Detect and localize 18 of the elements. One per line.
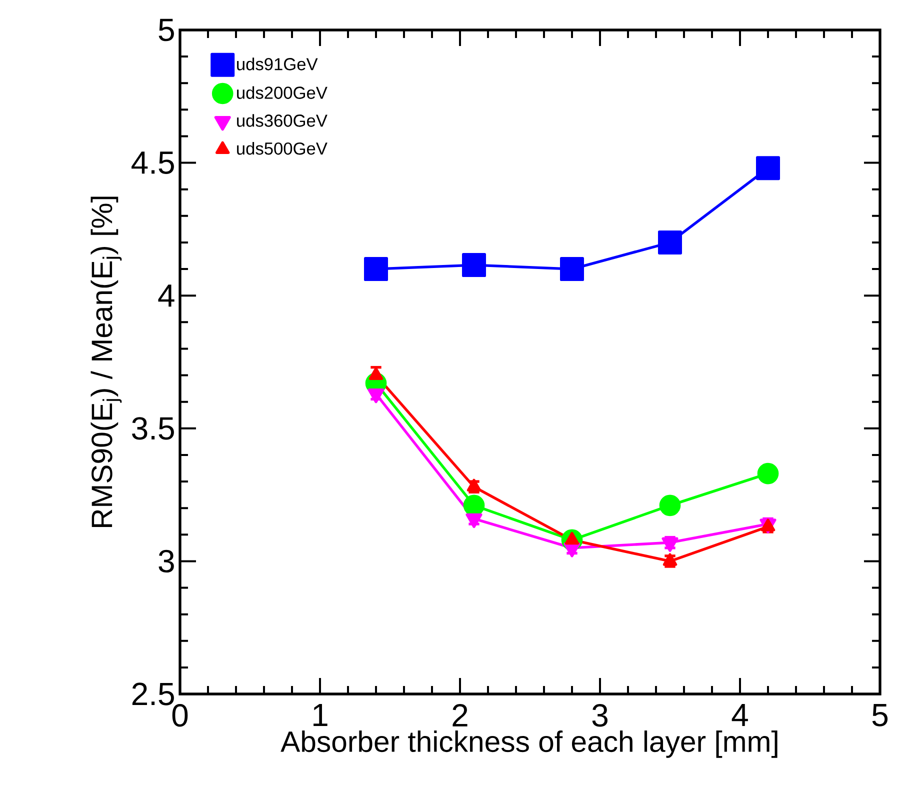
y-tick-label: 5 [158, 18, 174, 42]
legend-label: uds200GeV [237, 86, 328, 99]
x-tick-label: 4 [732, 704, 748, 726]
legend-label: uds500GeV [237, 142, 328, 155]
x-tick-label: 3 [592, 704, 608, 727]
x-tick-label: 5 [872, 704, 888, 726]
y-tick-label: 4 [158, 284, 174, 307]
x-tick-label: 2 [452, 704, 468, 726]
y-tick-label: 3.5 [132, 417, 174, 440]
y-tick-label: 4.5 [132, 152, 174, 174]
x-tick-label: 1 [314, 704, 328, 726]
y-axis-title: RMS90(E$_{j}$) / Mean(E$_{j}$) [%] [90, 196, 122, 528]
legend-label: uds91GeV [237, 58, 318, 70]
y-tick-label: 3 [158, 550, 174, 573]
x-axis-title: Absorber thickness of each layer [mm] [280, 730, 778, 758]
y-tick-label: 2.5 [132, 682, 174, 706]
legend-label: uds360GeV [237, 114, 328, 127]
x-tick-label: 0 [172, 704, 188, 727]
